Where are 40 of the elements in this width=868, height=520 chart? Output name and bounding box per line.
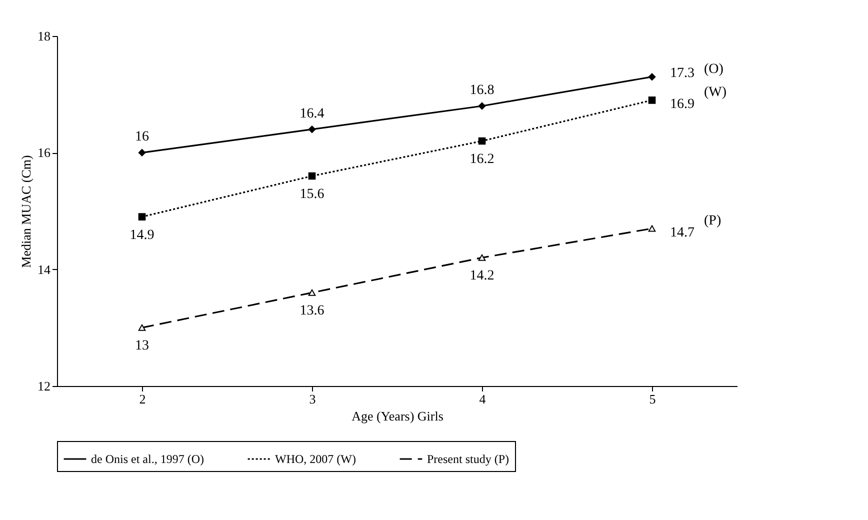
data-label: 16 — [135, 130, 149, 145]
data-label: 14.2 — [470, 268, 494, 284]
point — [308, 289, 316, 296]
point — [478, 102, 486, 110]
data-label: 13.6 — [300, 304, 324, 319]
y-tick-label: 18 — [38, 28, 50, 44]
legend-label: Present study (P) — [427, 452, 509, 466]
data-label: 16.8 — [470, 83, 494, 98]
x-tick-label: 4 — [479, 392, 486, 406]
x-tick-label: 5 — [649, 392, 656, 406]
annotation: (W) — [704, 85, 727, 100]
y-tick-label: 16 — [38, 145, 51, 160]
data-label: 15.6 — [300, 187, 324, 202]
data-label: 16.9 — [670, 97, 694, 112]
point — [308, 126, 316, 133]
data-label: 17.3 — [670, 66, 694, 81]
y-tick-label: 14 — [38, 262, 51, 277]
x-tick-label: 2 — [139, 392, 146, 406]
point — [138, 324, 146, 331]
point — [648, 73, 656, 80]
y-axis-title: Median MUAC (Cm) — [18, 155, 34, 268]
legend-label: WHO, 2007 (W) — [275, 452, 356, 466]
annotation: (O) — [704, 62, 724, 77]
x-axis-title: Age (Years) Girls — [352, 408, 444, 424]
data-label: 13 — [135, 338, 149, 354]
point — [648, 96, 656, 104]
point — [478, 254, 486, 261]
x-tick-label: 3 — [309, 392, 316, 406]
data-label: 14.7 — [670, 226, 694, 240]
point — [478, 137, 486, 145]
annotation: (P) — [704, 214, 722, 228]
point — [308, 172, 316, 180]
data-label: 16.2 — [470, 152, 494, 167]
data-label: 14.9 — [130, 228, 154, 243]
y-tick-label: 12 — [38, 378, 50, 394]
point — [138, 213, 146, 220]
point — [648, 225, 656, 232]
point — [138, 149, 146, 156]
legend-label: de Onis et al., 1997 (O) — [91, 452, 204, 466]
data-label: 16.4 — [300, 106, 324, 122]
